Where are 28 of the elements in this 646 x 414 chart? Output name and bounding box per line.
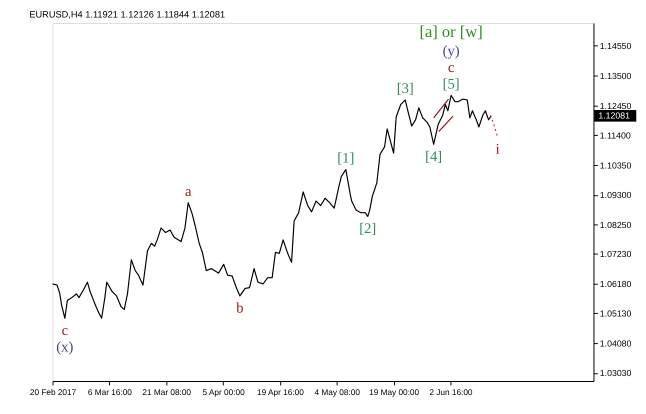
y-tick-label: 1.09300 (600, 190, 632, 200)
y-tick-label: 1.08250 (600, 220, 632, 230)
y-tick-label: 1.13500 (600, 70, 632, 81)
y-tick-label: 1.03030 (600, 368, 632, 378)
annotation: [a] or [w] (419, 22, 483, 42)
y-tick-label: 1.07230 (600, 248, 632, 259)
annotation: (y) (442, 44, 460, 60)
annotation: [5] (442, 76, 460, 93)
y-tick-label: 1.04080 (600, 338, 632, 348)
annotation: b (236, 300, 244, 316)
y-tick-label: 1.05130 (600, 308, 632, 319)
ref-line-label: 1.12081 (598, 110, 630, 121)
y-tick-label: 1.14550 (600, 41, 632, 52)
annotation: a (184, 184, 192, 200)
annotation: [3] (396, 81, 414, 98)
annotation: (x) (56, 339, 74, 356)
annotation: c (448, 60, 455, 76)
annotation: [2] (359, 220, 376, 237)
annotation: i (496, 141, 500, 158)
line-series (52, 94, 492, 319)
y-tick-label: 1.11400 (600, 130, 631, 141)
annotation: [1] (337, 150, 354, 167)
y-tick-label: 1.10350 (600, 160, 632, 170)
annotation: [4] (425, 148, 442, 165)
chart-title: EURUSD,H4 1.11921 1.12126 1.11844 1.12081 (29, 10, 226, 20)
y-tick-label: 1.06180 (600, 278, 632, 289)
annotation: c (62, 322, 69, 339)
y-tick-label: 1.12450 (600, 100, 632, 111)
